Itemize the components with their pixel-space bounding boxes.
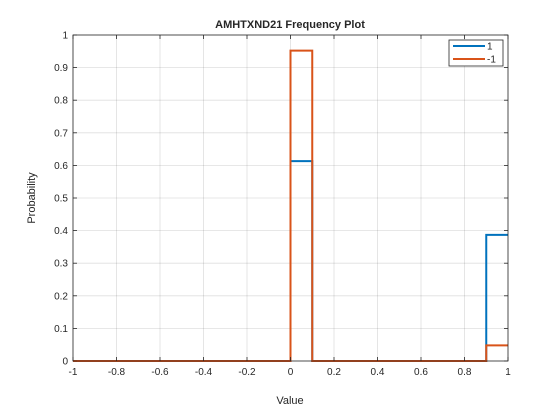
y-tick-label: 0.2 — [54, 291, 68, 302]
x-tick-label: -0.8 — [108, 367, 126, 378]
x-tick-label: 1 — [505, 367, 511, 378]
legend-label-series-minus-1: -1 — [487, 55, 496, 66]
x-axis-label: Value — [276, 395, 303, 407]
y-tick-label: 0.3 — [54, 259, 68, 270]
x-tick-label: -0.6 — [151, 367, 169, 378]
y-tick-label: 0.9 — [54, 63, 68, 74]
legend-box — [448, 39, 504, 67]
x-tick-label: 0.4 — [371, 367, 385, 378]
x-tick-label: 0.6 — [414, 367, 428, 378]
y-tick-label: 0.8 — [54, 96, 68, 107]
x-tick-label: 0 — [288, 367, 294, 378]
y-tick-label: 0.4 — [54, 226, 68, 237]
legend[interactable]: 1 -1 — [448, 39, 504, 67]
x-tick-label: 0.8 — [458, 367, 472, 378]
chart-title: AMHTXND21 Frequency Plot — [215, 19, 365, 31]
y-axis-label: Probability — [26, 172, 38, 224]
y-ticks: 0 0.1 0.2 0.3 0.4 0.5 0.6 0.7 0.8 0.9 1 — [54, 31, 508, 368]
x-tick-label: -1 — [69, 367, 78, 378]
y-tick-label: 1 — [62, 31, 68, 42]
legend-label-series-1: 1 — [487, 42, 493, 53]
x-tick-label: -0.2 — [238, 367, 256, 378]
y-tick-label: 0 — [62, 357, 68, 368]
x-ticks: -1 -0.8 -0.6 -0.4 -0.2 0 0.2 0.4 0.6 0.8 1 — [69, 35, 511, 378]
x-tick-label: -0.4 — [195, 367, 213, 378]
y-tick-label: 0.5 — [54, 194, 68, 205]
y-tick-label: 0.6 — [54, 161, 68, 172]
y-tick-label: 0.1 — [54, 324, 68, 335]
x-tick-label: 0.2 — [327, 367, 341, 378]
y-tick-label: 0.7 — [54, 128, 68, 139]
